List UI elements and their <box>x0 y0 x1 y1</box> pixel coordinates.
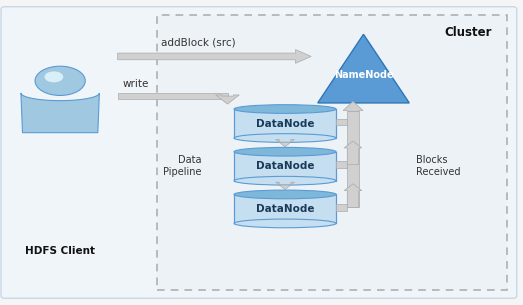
Text: HDFS Client: HDFS Client <box>25 246 95 256</box>
Ellipse shape <box>234 147 336 156</box>
Ellipse shape <box>234 219 336 228</box>
FancyArrow shape <box>215 95 240 104</box>
FancyArrow shape <box>336 119 347 125</box>
FancyBboxPatch shape <box>157 15 507 290</box>
FancyArrow shape <box>344 184 362 207</box>
FancyArrow shape <box>347 111 359 207</box>
Ellipse shape <box>234 176 336 185</box>
Text: Blocks
Received: Blocks Received <box>416 156 460 177</box>
Ellipse shape <box>234 134 336 142</box>
Circle shape <box>35 66 85 95</box>
Bar <box>234 195 336 223</box>
Text: DataNode: DataNode <box>256 161 314 171</box>
FancyArrow shape <box>336 204 347 211</box>
FancyArrow shape <box>118 50 311 63</box>
Ellipse shape <box>234 105 336 113</box>
FancyArrow shape <box>336 161 347 168</box>
Text: addBlock (src): addBlock (src) <box>162 38 236 48</box>
FancyArrow shape <box>118 93 228 99</box>
Text: Cluster: Cluster <box>444 26 492 39</box>
Polygon shape <box>21 93 99 133</box>
Text: DataNode: DataNode <box>256 204 314 214</box>
Circle shape <box>44 71 63 82</box>
Bar <box>234 109 336 138</box>
FancyBboxPatch shape <box>1 7 517 298</box>
FancyArrow shape <box>343 101 363 111</box>
FancyArrow shape <box>276 139 294 147</box>
FancyArrow shape <box>276 182 294 189</box>
Polygon shape <box>317 34 409 103</box>
Text: write: write <box>123 79 149 89</box>
Text: Data
Pipeline: Data Pipeline <box>163 156 201 177</box>
Bar <box>234 152 336 181</box>
Text: DataNode: DataNode <box>256 119 314 128</box>
Text: NameNode: NameNode <box>334 70 393 81</box>
Ellipse shape <box>234 190 336 199</box>
FancyArrow shape <box>344 141 362 165</box>
